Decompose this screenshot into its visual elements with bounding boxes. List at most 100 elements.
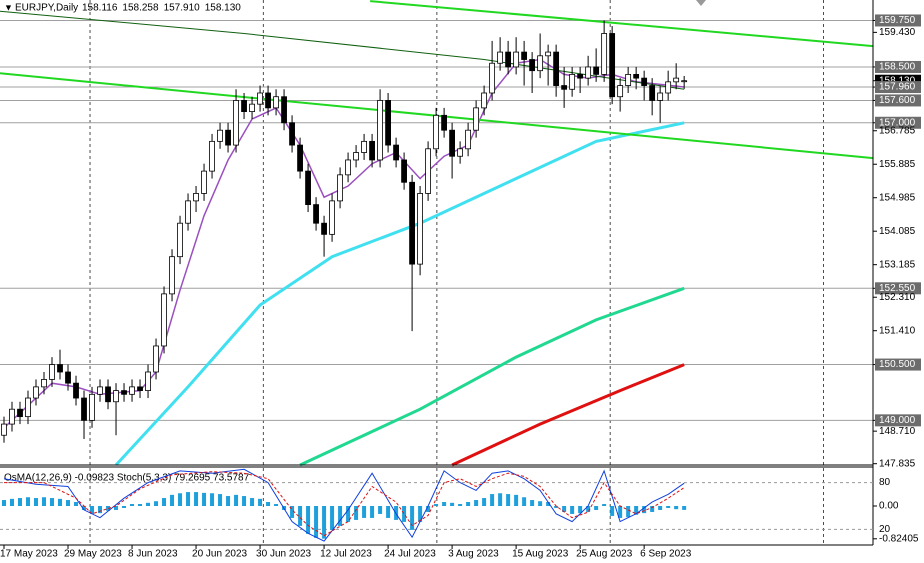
y-tick-label: 156.785 (879, 125, 916, 136)
level-box (875, 414, 921, 427)
indicator-line (114, 121, 685, 467)
osma-bar (202, 492, 207, 506)
candle-body (217, 129, 223, 142)
y-tick-label: 147.835 (879, 458, 916, 469)
candle-body (209, 140, 215, 172)
stoch-tick-label: 80 (879, 477, 891, 488)
level-box (875, 94, 921, 107)
candle-body (633, 74, 640, 79)
candle-body (513, 51, 520, 68)
osma-bar (626, 506, 631, 518)
candle-body (249, 103, 255, 113)
osma-bar (618, 506, 623, 518)
candle-body (297, 144, 303, 172)
osma-bar (570, 506, 575, 514)
osma-bar (650, 506, 655, 512)
ohlc-label: 158.130 (205, 3, 242, 14)
y-tick-label: 150.500 (879, 359, 916, 370)
candle-body (225, 129, 231, 146)
y-tick-label: 157.000 (879, 117, 916, 128)
osma-bar (330, 506, 335, 530)
osma-bar (82, 506, 87, 510)
osma-bar (466, 502, 471, 506)
candle-body (97, 386, 103, 395)
osma-bar (426, 506, 431, 512)
indicator-line (299, 286, 685, 467)
osma-bar (250, 498, 255, 506)
osma-bar (346, 506, 351, 522)
y-tick-label: 154.085 (879, 226, 916, 237)
osma-bar (234, 494, 239, 506)
candle-body (17, 408, 23, 418)
candle-body (169, 256, 175, 295)
plot (0, 0, 874, 467)
ohlc-label: 158.258 (122, 3, 159, 14)
ohlc-label: 157.910 (164, 3, 201, 14)
candle-body (529, 59, 536, 72)
osma-bar (306, 506, 311, 534)
osma-bar (170, 494, 175, 506)
osma-bar (642, 506, 647, 514)
osma-bar (186, 492, 191, 506)
candle-body (41, 379, 47, 388)
candle-body (81, 397, 87, 421)
candle-body (161, 293, 167, 347)
osma-bar (482, 498, 487, 506)
candle-body (609, 33, 616, 98)
osma-bar (290, 506, 295, 518)
osma-bar (50, 498, 55, 506)
y-tick-label: 148.710 (879, 426, 916, 437)
stoch-line (3, 468, 685, 542)
osma-bar (506, 494, 511, 506)
osma-bar (130, 504, 135, 506)
osma-bar (610, 506, 615, 516)
osma-bar (434, 504, 439, 506)
candle-body (457, 148, 464, 157)
osma-bar (474, 500, 479, 506)
osma-bar (210, 493, 215, 506)
x-tick-label: 3 Aug 2023 (448, 549, 499, 560)
candle-body (649, 85, 656, 101)
candle-body (1, 423, 7, 436)
candle-body (537, 55, 544, 72)
osma-bar (546, 502, 551, 506)
osma-bar (98, 506, 103, 514)
candle-body (281, 96, 287, 124)
osma-bar (258, 498, 263, 506)
level-box (875, 282, 921, 295)
candle-body (361, 140, 367, 153)
osma-bar (10, 498, 15, 506)
candle-body (449, 129, 456, 157)
candle-body (641, 77, 648, 86)
osma-bar (42, 497, 47, 506)
y-tick-label: 149.000 (879, 415, 916, 426)
candle-body (401, 159, 407, 183)
osma-bar (226, 496, 231, 506)
osma-bar (578, 506, 583, 514)
osma-bar (58, 498, 63, 506)
osma-bar (402, 506, 407, 522)
osma-bar (162, 498, 167, 506)
osma-bar (530, 500, 535, 506)
candle-body (73, 382, 79, 399)
osma-bar (122, 506, 127, 508)
candle-body (497, 51, 504, 64)
osma-tick-label: 0.00 (879, 501, 899, 512)
osma-bar (26, 497, 31, 506)
osma-bar (586, 506, 591, 512)
candle-body (473, 107, 480, 131)
candle-body (145, 371, 151, 392)
candle-body (657, 92, 664, 101)
candle-body (569, 74, 576, 90)
candle-body (377, 100, 383, 161)
osma-bar (34, 498, 39, 506)
candle-body (121, 390, 127, 395)
osma-bar (522, 497, 527, 506)
y-tick-label: 155.885 (879, 159, 916, 170)
chart-title: EURJPY,Daily (15, 3, 78, 14)
candle-body (233, 100, 239, 146)
x-tick-label: 17 May 2023 (0, 549, 58, 560)
x-tick-label: 15 Aug 2023 (512, 549, 569, 560)
